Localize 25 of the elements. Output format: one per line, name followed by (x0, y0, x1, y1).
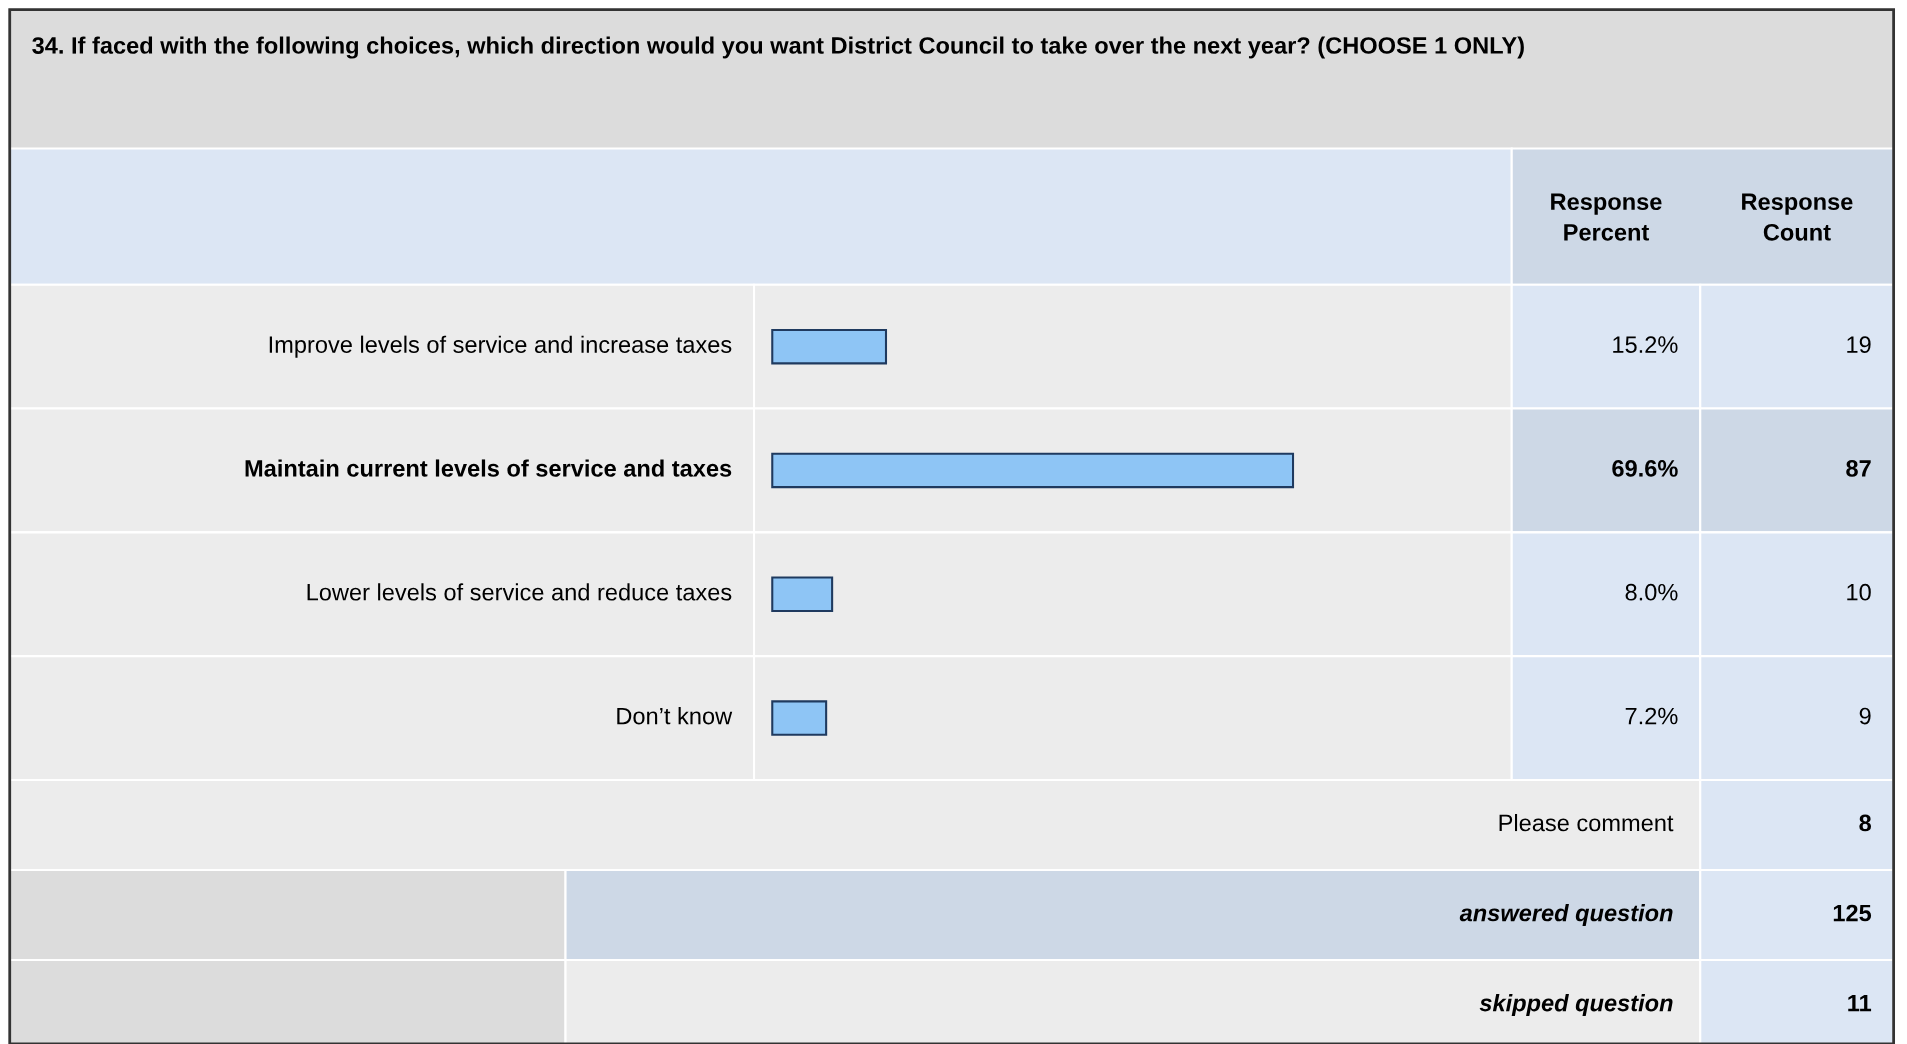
text: 9 (1859, 707, 1871, 725)
text: 8 (1859, 814, 1872, 832)
text: 125 (1833, 904, 1872, 922)
y-tick-label: Lower levels of service and reduce taxes (307, 583, 732, 601)
data-label: 15.2% (1613, 336, 1678, 353)
data-label: 69.6% (1612, 460, 1678, 477)
y-tick-label: Don’t know (617, 707, 733, 725)
bar (771, 576, 834, 612)
y-tick-label: Maintain current levels of service and taxes (245, 459, 732, 477)
text: 19 (1847, 336, 1871, 353)
text: answered question (1459, 904, 1673, 927)
text: skipped question (1479, 994, 1673, 1017)
data-label: 7.2% (1625, 707, 1678, 725)
text: Please comment (1499, 813, 1674, 832)
bar (771, 328, 888, 365)
data-label: 8.0% (1625, 583, 1678, 601)
chart-title: 34. If faced with the following choices, which direction would you want District Council to take over the next year? (CHOOSE 1 ONLY) (32, 36, 1524, 59)
text: Response Count (1742, 193, 1853, 241)
bar (771, 700, 828, 736)
text: 11 (1848, 994, 1872, 1012)
bar (771, 452, 1295, 489)
y-tick-label: Improve levels of service and increase taxes (269, 335, 732, 358)
text: Response Percent (1551, 193, 1662, 241)
text: 87 (1846, 460, 1871, 477)
text: 10 (1847, 583, 1871, 601)
